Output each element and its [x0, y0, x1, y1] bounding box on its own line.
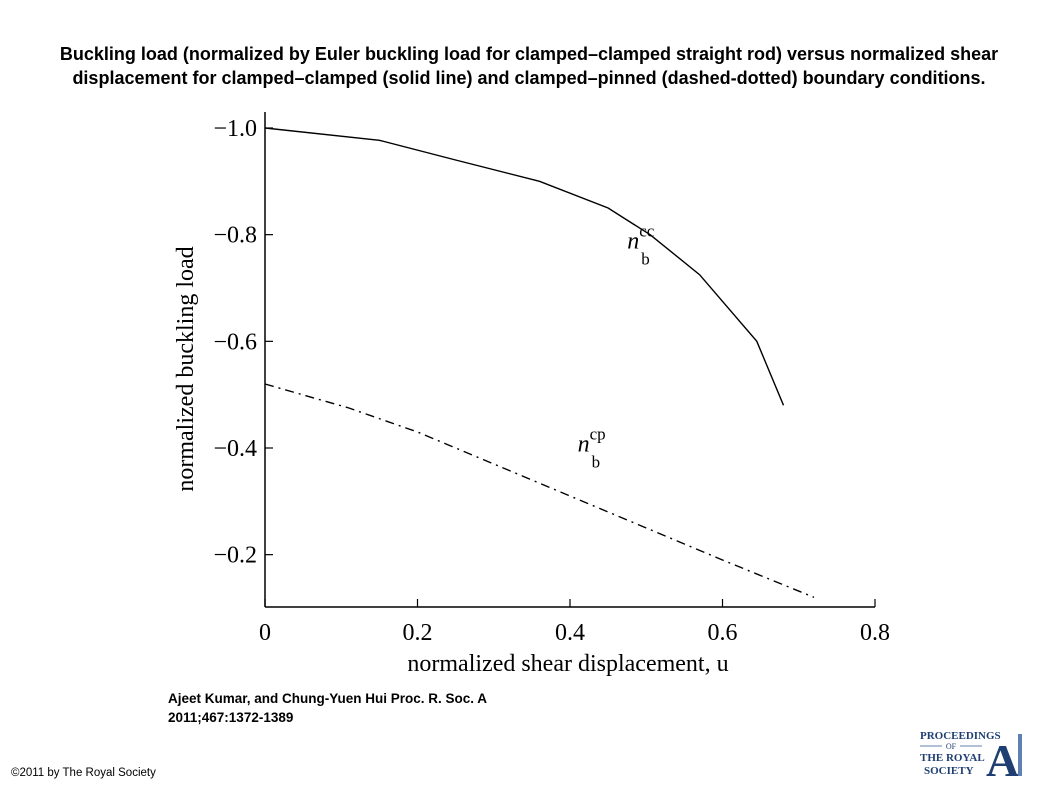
series-label-cc: ncc: [627, 222, 655, 255]
royal-society-logo-icon: PROCEEDINGS OF THE ROYAL SOCIETY A: [920, 730, 1022, 786]
x-tick-label: 0.2: [403, 620, 433, 646]
x-tick-label: 0.6: [708, 620, 738, 646]
proceedings-logo: PROCEEDINGS OF THE ROYAL SOCIETY A: [918, 728, 1026, 786]
citation-line-1: Ajeet Kumar, and Chung-Yuen Hui Proc. R.…: [168, 691, 488, 706]
citation-line-2: 2011;467:1372-1389: [168, 710, 294, 725]
series-line-cc: [264, 127, 785, 406]
x-tick-label: 0: [259, 620, 271, 646]
y-axis-label: normalized buckling load: [173, 246, 199, 491]
x-tick-label: 0.4: [555, 620, 585, 646]
logo-line-2: OF: [946, 742, 957, 751]
series: [264, 127, 815, 598]
label-sup: cc: [639, 222, 655, 241]
x-tick-label: 0.8: [860, 620, 890, 646]
copyright-notice: ©2011 by The Royal Society: [11, 767, 156, 779]
axes: [264, 112, 875, 608]
logo-line-3: THE ROYAL: [920, 752, 985, 764]
annotations: ncc b ncp b: [578, 222, 655, 472]
citation: Ajeet Kumar, and Chung-Yuen Hui Proc. R.…: [168, 689, 588, 727]
logo-line-4: SOCIETY: [924, 765, 974, 777]
series-label-cp: ncp: [578, 424, 606, 457]
series-label-cc-sub: b: [641, 250, 650, 269]
ticks: 0 0.2 0.4 0.6 0.8 −1.0 −0.8 −0.6 −0.4 −0.2: [213, 116, 890, 646]
y-tick-label: −0.4: [213, 436, 257, 462]
series-label-cp-sub: b: [592, 452, 601, 471]
y-tick-label: −0.8: [213, 223, 257, 249]
label-sup: cp: [590, 424, 606, 443]
x-axis-label: normalized shear displacement, u: [407, 651, 728, 677]
label-base: n: [627, 229, 639, 255]
page-title: Buckling load (normalized by Euler buckl…: [59, 44, 999, 88]
y-tick-label: −0.6: [213, 329, 257, 355]
logo-side-bar: [1018, 734, 1022, 776]
logo-line-1: PROCEEDINGS: [920, 730, 1001, 742]
y-tick-label: −1.0: [213, 116, 257, 142]
label-base: n: [578, 431, 590, 457]
logo-letter-a: A: [986, 735, 1019, 780]
series-line-cp: [264, 383, 815, 598]
y-tick-label: −0.2: [213, 543, 257, 569]
